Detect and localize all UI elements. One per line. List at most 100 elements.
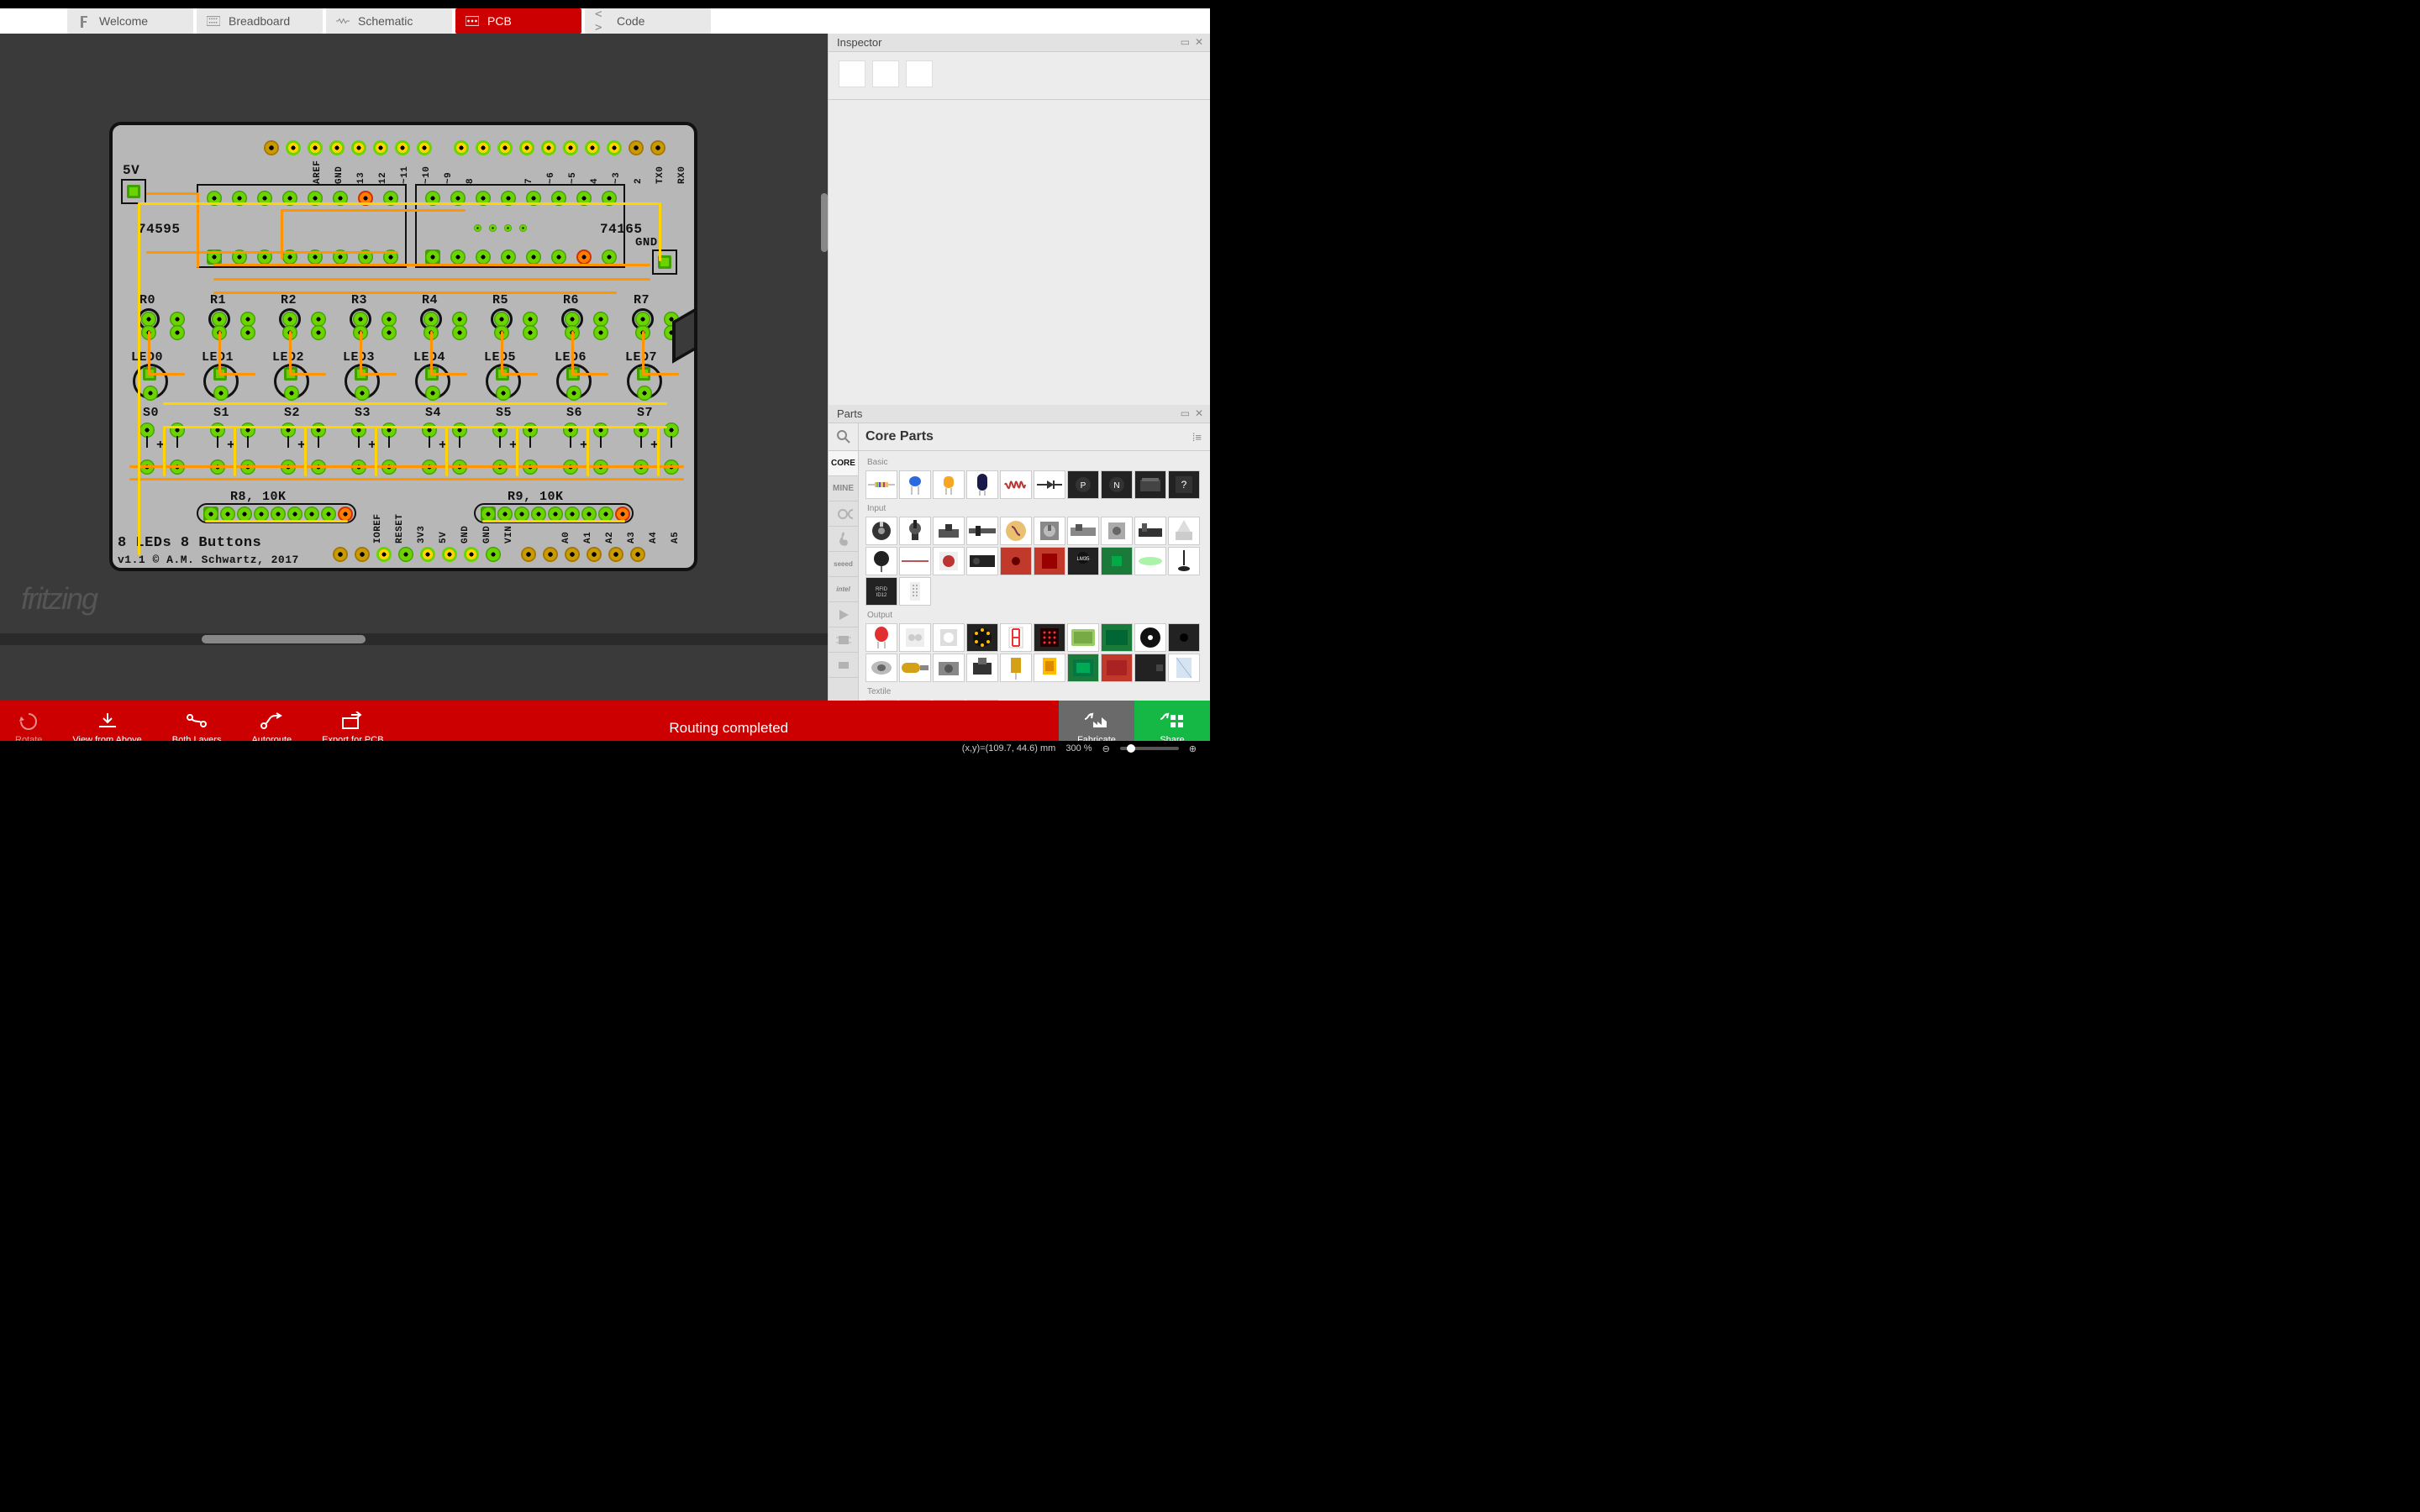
part-item[interactable] (1134, 517, 1166, 545)
pcb-pad[interactable] (541, 140, 556, 155)
parts-bin-tab-arduino[interactable] (829, 501, 858, 527)
part-item[interactable] (1101, 623, 1133, 652)
part-item[interactable] (1134, 654, 1166, 682)
part-item[interactable] (966, 547, 998, 575)
part-item[interactable] (933, 517, 965, 545)
pcb-pad[interactable] (637, 386, 652, 401)
part-item[interactable] (1168, 654, 1200, 682)
part-item[interactable] (933, 654, 965, 682)
part-item[interactable] (899, 517, 931, 545)
part-item[interactable] (1000, 470, 1032, 499)
pcb-pad[interactable] (286, 140, 301, 155)
parts-bin-tab-play[interactable] (829, 602, 858, 627)
pcb-pad[interactable] (630, 547, 645, 562)
part-item[interactable] (899, 577, 931, 606)
part-item[interactable] (1000, 623, 1032, 652)
part-item[interactable]: P (1067, 470, 1099, 499)
part-item[interactable] (1101, 654, 1133, 682)
pcb-pad[interactable] (501, 249, 516, 265)
part-item[interactable] (1000, 654, 1032, 682)
pcb-pad[interactable] (417, 140, 432, 155)
pcb-pad[interactable] (425, 386, 440, 401)
inspector-header[interactable]: Inspector ▭✕ (829, 34, 1210, 52)
part-item[interactable] (865, 623, 897, 652)
parts-bin-tab-core[interactable]: CORE (829, 451, 858, 476)
pcb-pad[interactable] (308, 140, 323, 155)
part-item[interactable]: ? (1168, 470, 1200, 499)
part-item[interactable] (1034, 654, 1065, 682)
part-item[interactable] (1034, 517, 1065, 545)
part-item[interactable] (865, 517, 897, 545)
part-item[interactable] (1034, 470, 1065, 499)
pcb-pad[interactable] (376, 547, 392, 562)
pcb-pad[interactable] (565, 547, 580, 562)
part-item[interactable] (966, 470, 998, 499)
pcb-pad[interactable] (489, 224, 497, 232)
pcb-board[interactable]: AREFGND1312~11~10~987~6~54~32TX0RX05V745… (109, 122, 697, 571)
part-item[interactable] (1134, 623, 1166, 652)
parts-bin-tab-mine[interactable]: MINE (829, 476, 858, 501)
pcb-pad[interactable] (563, 140, 578, 155)
pcb-pad[interactable] (213, 386, 229, 401)
part-item[interactable] (1168, 623, 1200, 652)
pcb-pad[interactable] (593, 325, 608, 340)
zoom-out-icon[interactable]: ⊖ (1102, 743, 1110, 754)
part-item[interactable] (865, 547, 897, 575)
part-item[interactable] (1101, 517, 1133, 545)
pcb-pad[interactable] (351, 140, 366, 155)
part-item[interactable] (966, 517, 998, 545)
zoom-in-icon[interactable]: ⊕ (1189, 743, 1197, 754)
part-item[interactable] (899, 470, 931, 499)
parts-bin-menu-icon[interactable]: ⁞≡ (1192, 431, 1210, 444)
panel-undock-icon[interactable]: ▭ (1181, 407, 1190, 419)
pcb-pad[interactable] (329, 140, 345, 155)
pcb-pad[interactable] (170, 325, 185, 340)
tab-schematic[interactable]: Schematic (326, 8, 452, 34)
tab-code[interactable]: < > Code (585, 8, 711, 34)
pcb-pad[interactable] (284, 386, 299, 401)
part-item[interactable] (1067, 623, 1099, 652)
pcb-pad[interactable] (608, 547, 623, 562)
part-item[interactable] (1168, 547, 1200, 575)
horizontal-scrollbar[interactable] (0, 633, 828, 645)
pcb-pad[interactable] (381, 325, 397, 340)
panel-close-icon[interactable]: ✕ (1195, 407, 1203, 419)
pcb-pad[interactable] (629, 140, 644, 155)
part-item[interactable] (899, 623, 931, 652)
pcb-pad[interactable] (264, 140, 279, 155)
part-item[interactable] (1067, 654, 1099, 682)
pcb-pad[interactable] (127, 185, 140, 198)
pcb-pad[interactable] (519, 140, 534, 155)
pcb-pad[interactable] (576, 249, 592, 265)
vertical-scrollbar[interactable] (821, 193, 828, 252)
pcb-pad[interactable] (551, 249, 566, 265)
part-item[interactable]: RFIDID12 (865, 577, 897, 606)
pcb-pad[interactable] (355, 547, 370, 562)
parts-bin-tab-intel[interactable]: intel (829, 577, 858, 602)
tab-pcb[interactable]: PCB (455, 8, 581, 34)
part-item[interactable] (1067, 517, 1099, 545)
parts-bin-tab-seeed[interactable]: seeed (829, 552, 858, 577)
panel-undock-icon[interactable]: ▭ (1181, 36, 1190, 48)
part-item[interactable] (1000, 517, 1032, 545)
pcb-pad[interactable] (464, 547, 479, 562)
pcb-pad[interactable] (395, 140, 410, 155)
pcb-pad[interactable] (521, 547, 536, 562)
pcb-pad[interactable] (650, 140, 666, 155)
tab-welcome[interactable]: Welcome (67, 8, 193, 34)
part-item[interactable] (966, 654, 998, 682)
pcb-pad[interactable] (454, 140, 469, 155)
pcb-pad[interactable] (543, 547, 558, 562)
part-item[interactable] (966, 623, 998, 652)
pcb-pad[interactable] (143, 386, 158, 401)
pcb-pad[interactable] (523, 325, 538, 340)
parts-search-button[interactable] (829, 423, 859, 450)
pcb-pad[interactable] (476, 140, 491, 155)
parts-bin-tab-sparkfun[interactable] (829, 527, 858, 552)
pcb-pad[interactable] (425, 249, 440, 265)
pcb-pad[interactable] (476, 249, 491, 265)
parts-header[interactable]: Parts ▭✕ (829, 405, 1210, 423)
pcb-pad[interactable] (373, 140, 388, 155)
zoom-slider[interactable] (1120, 747, 1179, 750)
part-item[interactable]: LM35 (1067, 547, 1099, 575)
